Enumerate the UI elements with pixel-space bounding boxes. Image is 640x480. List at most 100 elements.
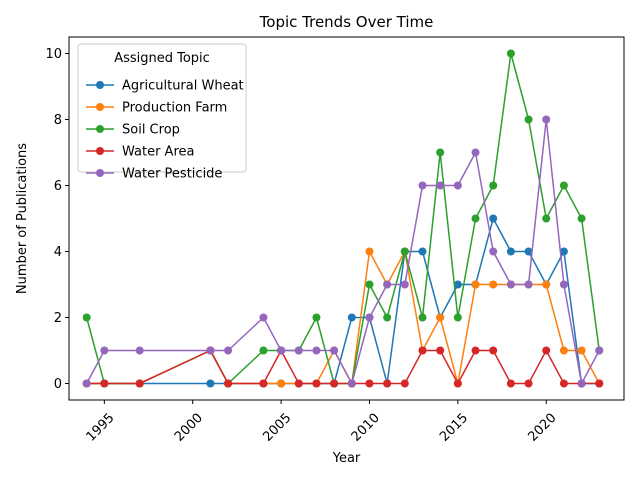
y-tick-label: 4: [54, 245, 62, 260]
legend-entry: Production Farm: [122, 101, 227, 116]
data-point: [365, 247, 374, 256]
data-point: [383, 313, 392, 322]
legend-entry: Water Pesticide: [122, 167, 222, 182]
data-point: [453, 313, 462, 322]
data-point: [524, 379, 533, 388]
data-point: [559, 280, 568, 289]
data-point: [489, 181, 498, 190]
data-point: [489, 280, 498, 289]
legend-title: Assigned Topic: [114, 51, 210, 66]
data-point: [206, 379, 215, 388]
plot-frame: [68, 36, 625, 401]
legend-swatch-marker: [96, 81, 104, 89]
data-point: [312, 379, 321, 388]
data-point: [277, 346, 286, 355]
data-point: [330, 379, 339, 388]
x-axis-title: Year: [332, 451, 361, 466]
legend-entry: Soil Crop: [122, 123, 180, 138]
data-point: [383, 280, 392, 289]
data-point: [365, 313, 374, 322]
data-point: [400, 280, 409, 289]
data-point: [206, 346, 215, 355]
data-point: [453, 379, 462, 388]
data-point: [259, 313, 268, 322]
data-point: [471, 346, 480, 355]
data-point: [577, 379, 586, 388]
data-point: [524, 247, 533, 256]
data-point: [436, 313, 445, 322]
legend-swatch-marker: [96, 103, 104, 111]
data-point: [365, 280, 374, 289]
data-point: [330, 346, 339, 355]
data-point: [453, 181, 462, 190]
data-point: [506, 280, 515, 289]
legend-swatch-marker: [96, 147, 104, 155]
data-point: [400, 379, 409, 388]
data-point: [542, 280, 551, 289]
data-point: [559, 247, 568, 256]
legend-swatch-marker: [96, 125, 104, 133]
data-point: [471, 148, 480, 157]
data-point: [418, 247, 427, 256]
data-point: [524, 280, 533, 289]
data-point: [542, 346, 551, 355]
data-point: [577, 214, 586, 223]
y-tick-label: 2: [54, 311, 62, 326]
data-point: [436, 346, 445, 355]
data-point: [471, 214, 480, 223]
legend-entry: Water Area: [122, 145, 194, 160]
data-point: [524, 115, 533, 124]
data-point: [277, 379, 286, 388]
y-tick-label: 8: [54, 113, 62, 128]
data-point: [418, 346, 427, 355]
data-point: [506, 49, 515, 58]
data-point: [559, 379, 568, 388]
data-point: [82, 313, 91, 322]
data-point: [400, 247, 409, 256]
data-point: [135, 346, 144, 355]
y-tick-label: 0: [54, 377, 62, 392]
data-point: [224, 346, 233, 355]
data-point: [347, 313, 356, 322]
data-point: [542, 214, 551, 223]
y-axis-title: Number of Publications: [15, 143, 30, 294]
data-point: [312, 346, 321, 355]
legend-swatch-marker: [96, 169, 104, 177]
data-point: [489, 214, 498, 223]
data-point: [559, 346, 568, 355]
data-point: [506, 247, 515, 256]
data-point: [312, 313, 321, 322]
y-tick-label: 6: [54, 179, 62, 194]
series-water-pesticide: [82, 115, 604, 388]
data-point: [100, 379, 109, 388]
plot-area: [82, 49, 604, 388]
data-point: [489, 346, 498, 355]
data-point: [224, 379, 233, 388]
data-point: [294, 346, 303, 355]
data-point: [559, 181, 568, 190]
legend-box: [77, 43, 247, 173]
legend: Assigned Topic Agricultural Wheat Producti…: [77, 43, 247, 182]
data-point: [383, 379, 392, 388]
data-point: [365, 379, 374, 388]
legend-entry: Agricultural Wheat: [122, 79, 244, 94]
data-point: [436, 181, 445, 190]
data-point: [436, 148, 445, 157]
data-point: [100, 346, 109, 355]
data-point: [506, 379, 515, 388]
y-tick-label: 10: [45, 47, 62, 62]
data-point: [489, 247, 498, 256]
data-point: [595, 379, 604, 388]
data-point: [82, 379, 91, 388]
data-point: [471, 280, 480, 289]
data-point: [259, 379, 268, 388]
data-point: [135, 379, 144, 388]
data-point: [418, 181, 427, 190]
data-point: [542, 115, 551, 124]
data-point: [418, 313, 427, 322]
data-point: [294, 379, 303, 388]
data-point: [453, 280, 462, 289]
data-point: [259, 346, 268, 355]
chart-title: Topic Trends Over Time: [259, 13, 434, 31]
